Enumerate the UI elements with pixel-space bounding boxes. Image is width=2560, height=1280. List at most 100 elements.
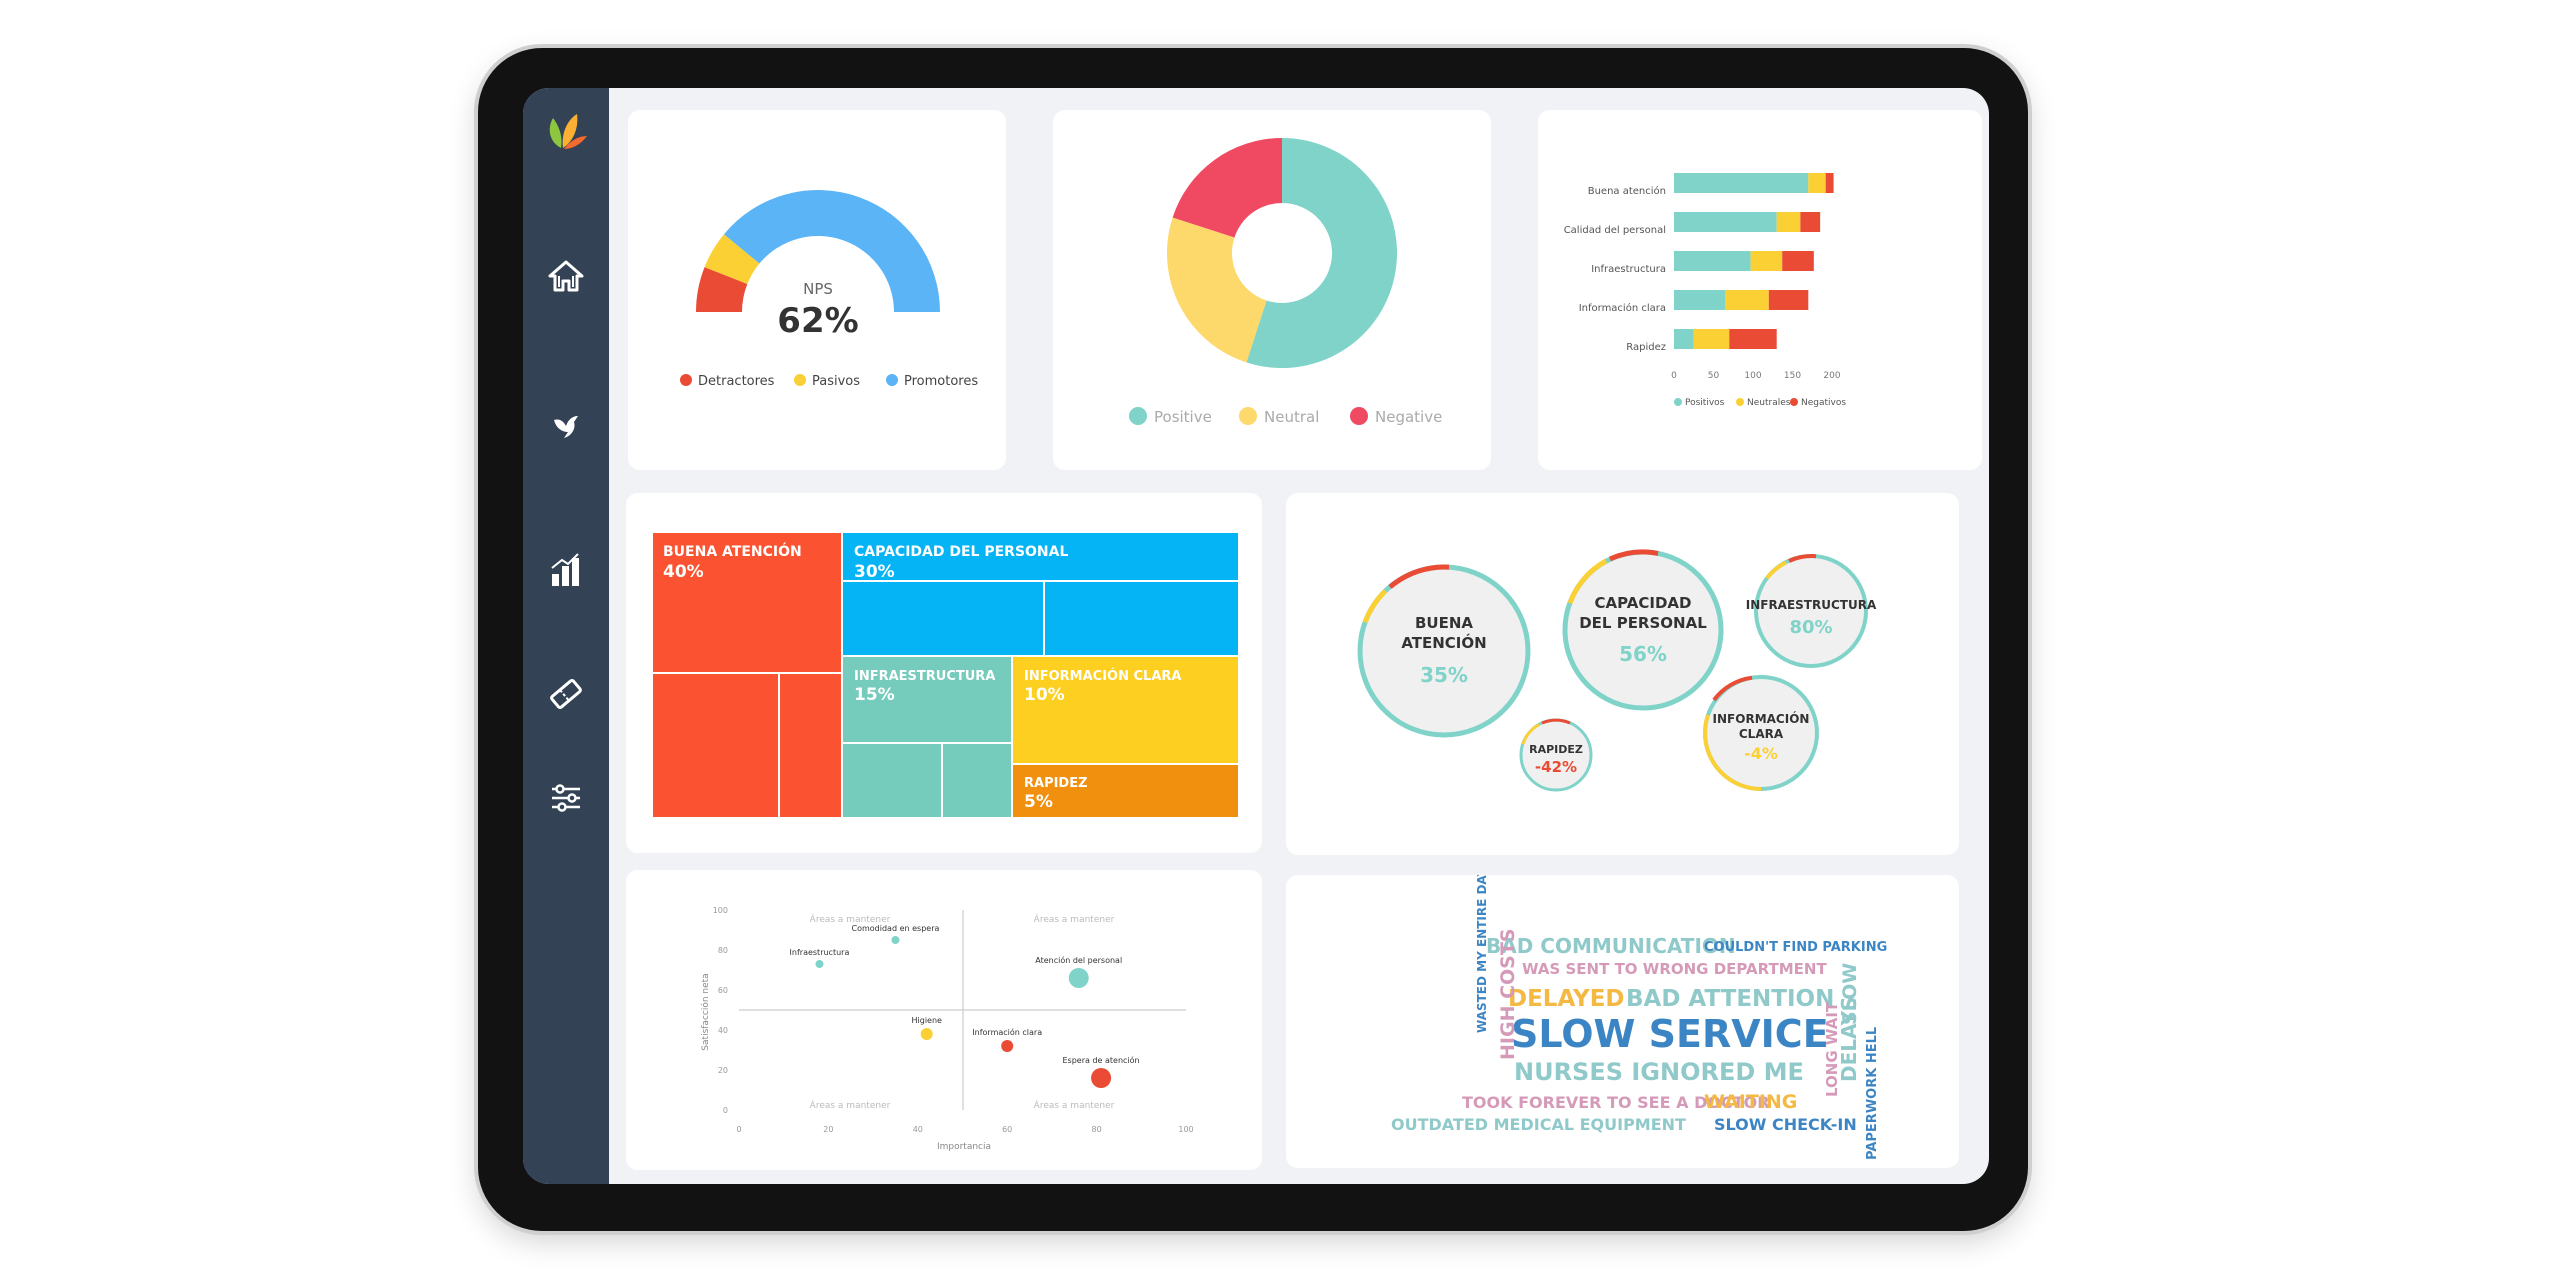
scatter-point-label: Espera de atención — [1063, 1055, 1140, 1065]
quadrant-label: Áreas a mantener — [810, 1099, 891, 1111]
sentiment-segment-positive[interactable] — [1246, 138, 1397, 368]
quadrant-label: Áreas a mantener — [1034, 1099, 1115, 1111]
y-tick: 100 — [713, 906, 728, 915]
word: BAD COMMUNICATION — [1486, 934, 1736, 958]
scatter-point[interactable] — [891, 936, 900, 944]
bar-category-label: Buena atención — [1588, 185, 1666, 197]
sentiment-segment-neutral[interactable] — [1167, 217, 1267, 363]
sentiment-segment-negative[interactable] — [1172, 138, 1282, 238]
nps-value: 62% — [777, 301, 858, 341]
nps-segment-detractores[interactable] — [696, 267, 748, 312]
scatter-points: Comodidad en espera Infraestructura Atenci… — [790, 924, 1140, 1088]
sentiment-card: Positive Neutral Negative — [1053, 110, 1491, 470]
bubble-label: ATENCIÓN — [1401, 633, 1486, 652]
bar-segment-negativos[interactable] — [1729, 329, 1777, 349]
bar-segment-positivos[interactable] — [1674, 329, 1694, 349]
nps-label: NPS — [803, 280, 833, 298]
treemap-label: INFRAESTRUCTURA — [854, 669, 995, 684]
bar-segment-positivos[interactable] — [1674, 173, 1809, 193]
sliders-icon[interactable] — [546, 778, 586, 818]
word: PAPERWORK HELL — [1865, 1027, 1880, 1160]
treemap-rapidez[interactable] — [1013, 765, 1238, 817]
bubble-capacidad-del-personal[interactable]: CAPACIDAD DEL PERSONAL 56% — [1562, 549, 1724, 711]
bubble-label: INFRAESTRUCTURA — [1746, 598, 1877, 612]
bar-chart-icon[interactable] — [546, 550, 586, 590]
bubble-value: -42% — [1535, 758, 1577, 776]
bar-segment-positivos[interactable] — [1674, 290, 1726, 310]
scatter-point-label: Infraestructura — [790, 948, 850, 957]
treemap-label: RAPIDEZ — [1024, 776, 1088, 791]
legend-dot — [1736, 398, 1744, 406]
bubble-rapidez[interactable]: RAPIDEZ -42% — [1519, 718, 1593, 792]
treemap-informacion-clara[interactable] — [1013, 657, 1238, 763]
bubble-informacion-clara[interactable]: INFORMACIÓN CLARA -4% — [1703, 675, 1819, 791]
bird-icon[interactable] — [546, 406, 586, 446]
bar-segment-positivos[interactable] — [1674, 212, 1777, 232]
treemap-infraestructura[interactable] — [843, 657, 1011, 817]
legend-dot — [1674, 398, 1682, 406]
home-icon[interactable] — [546, 256, 586, 296]
legend-detractores: Detractores — [698, 374, 775, 389]
nps-segment-promotores[interactable] — [723, 190, 940, 312]
scatter-point[interactable] — [1068, 968, 1089, 988]
word: SLOW SERVICE — [1511, 1012, 1829, 1056]
leaf-logo-icon[interactable] — [541, 108, 589, 156]
bar-x-ticks: 0 50 100 150 200 — [1671, 371, 1841, 381]
sidebar — [523, 88, 609, 1184]
word: LONG WAIT — [1823, 1001, 1841, 1097]
x-tick: 200 — [1823, 371, 1840, 381]
ticket-icon[interactable] — [546, 674, 586, 714]
scatter-point[interactable] — [1091, 1068, 1112, 1088]
bar-category-label: Rapidez — [1626, 342, 1666, 353]
legend-negative: Negative — [1375, 408, 1442, 426]
bar-category-label: Infraestructura — [1591, 264, 1666, 275]
x-tick: 150 — [1784, 371, 1801, 381]
bar-segment-positivos[interactable] — [1674, 251, 1751, 271]
scatter-point[interactable] — [1001, 1040, 1014, 1052]
x-tick: 100 — [1744, 371, 1761, 381]
word-cloud: BAD COMMUNICATION COULDN'T FIND PARKING … — [1391, 875, 1887, 1160]
word: WAITING — [1704, 1091, 1797, 1113]
word: TOOK FOREVER TO SEE A DOCTOR — [1462, 1093, 1770, 1112]
treemap-value: 10% — [1024, 685, 1065, 705]
legend-dot — [1129, 407, 1147, 425]
bubble-infraestructura[interactable]: INFRAESTRUCTURA 80% — [1746, 554, 1877, 668]
nps-card: NPS 62% Detractores Pasivos Promotores — [628, 110, 1006, 470]
treemap-label: INFORMACIÓN CLARA — [1024, 668, 1181, 684]
bar-segment-neutrales[interactable] — [1693, 329, 1730, 349]
bar-segment-neutrales[interactable] — [1776, 212, 1801, 232]
legend-positivos: Positivos — [1685, 398, 1725, 408]
legend-neutral: Neutral — [1264, 408, 1319, 426]
bar-segment-negativos[interactable] — [1825, 173, 1834, 193]
legend-negativos: Negativos — [1801, 398, 1846, 408]
bar-segment-neutrales[interactable] — [1750, 251, 1783, 271]
bubble-value: 80% — [1789, 617, 1832, 638]
bar-segment-negativos[interactable] — [1768, 290, 1809, 310]
scatter-point[interactable] — [815, 960, 824, 968]
stacked-bar-card: Buena atención Calidad del personal Infr… — [1538, 110, 1982, 470]
bubble-label: CAPACIDAD — [1595, 594, 1692, 612]
legend-pasivos: Pasivos — [812, 374, 860, 389]
nps-segment-pasivos[interactable] — [704, 234, 760, 285]
sentiment-legend: Positive Neutral Negative — [1129, 407, 1442, 426]
bubble-buena-atencion[interactable]: BUENA ATENCIÓN 35% — [1357, 564, 1531, 738]
bar-segment-neutrales[interactable] — [1808, 173, 1826, 193]
bar-segment-negativos[interactable] — [1782, 251, 1814, 271]
bar-segment-neutrales[interactable] — [1725, 290, 1769, 310]
nps-gauge — [696, 190, 940, 312]
treemap-buena-atencion[interactable] — [653, 533, 841, 817]
bar-segment-negativos[interactable] — [1800, 212, 1821, 232]
bubble-value: 56% — [1619, 642, 1667, 666]
legend-dot — [1239, 407, 1257, 425]
scatter-point[interactable] — [920, 1028, 933, 1040]
x-tick: 0 — [736, 1125, 741, 1134]
legend-dot — [1790, 398, 1798, 406]
legend-promotores: Promotores — [904, 374, 978, 389]
x-axis-label: Importancia — [937, 1142, 991, 1152]
treemap-value: 40% — [663, 562, 704, 582]
bar-chart — [1674, 173, 1834, 349]
sentiment-donut — [1167, 138, 1397, 368]
quadrant-label: Áreas a mantener — [1034, 913, 1115, 925]
bubble-value: 35% — [1420, 663, 1468, 687]
treemap-capacidad-del-personal[interactable] — [843, 533, 1238, 655]
